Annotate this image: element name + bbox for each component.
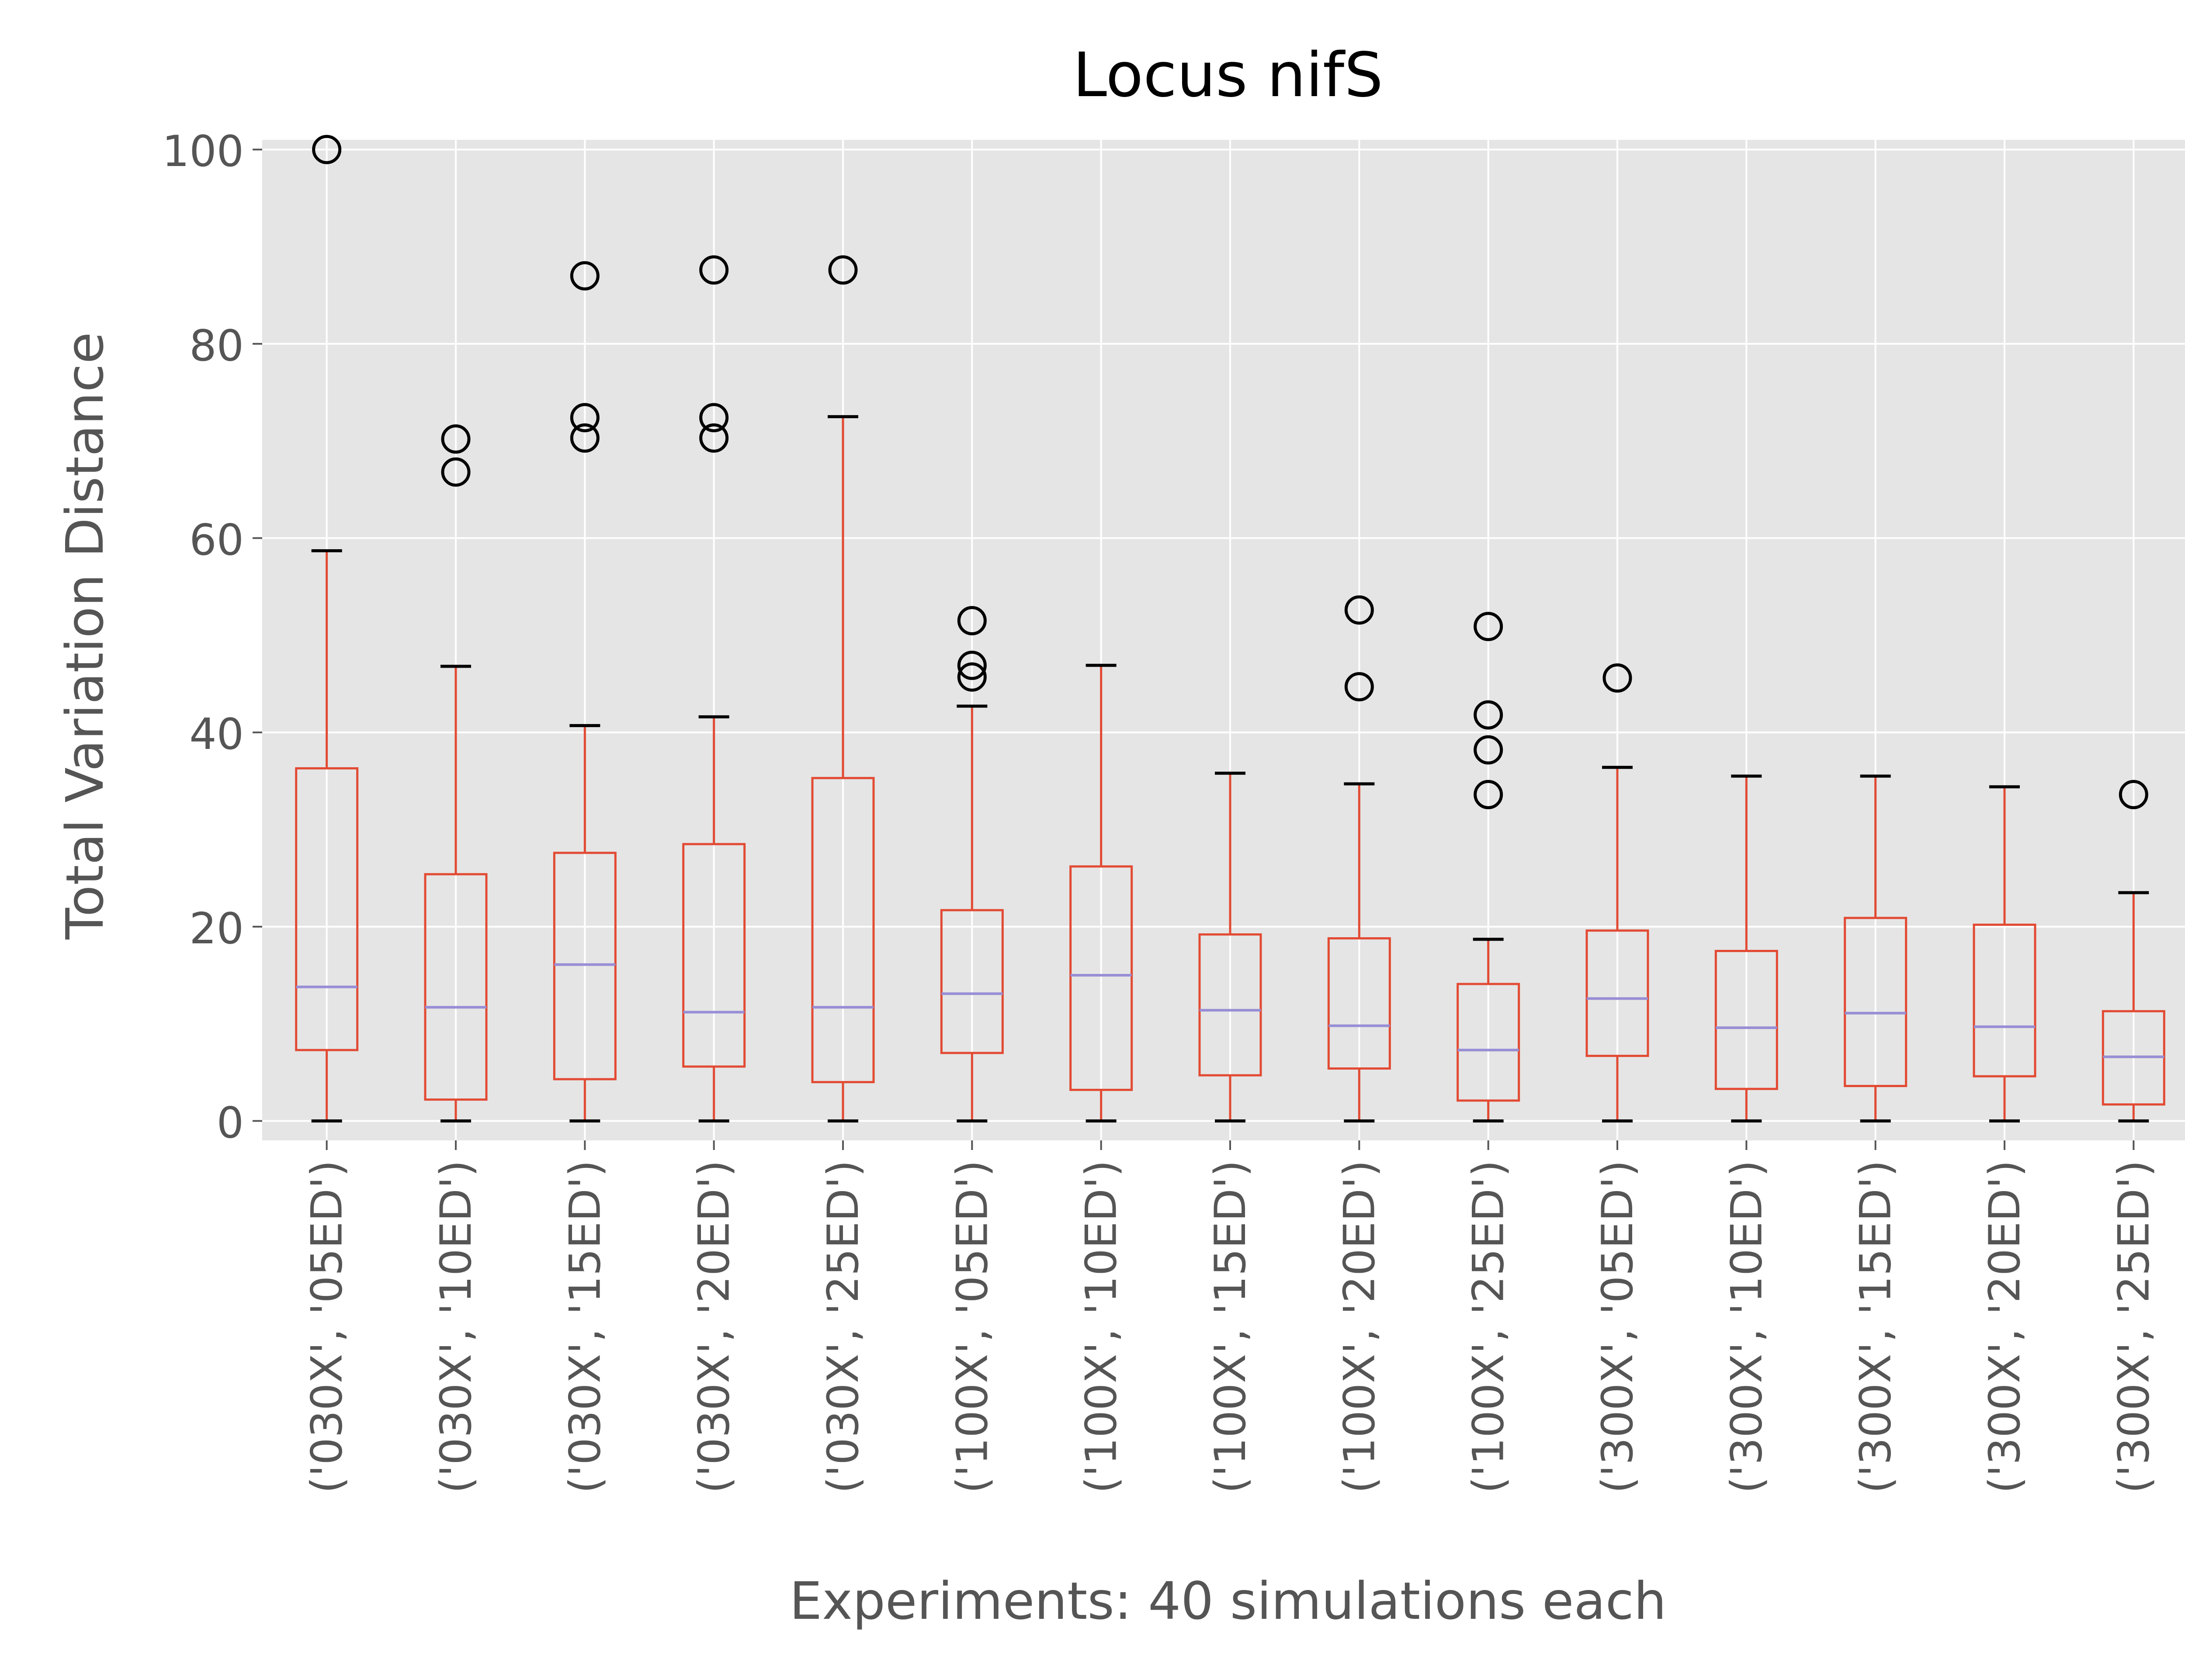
chart-title: Locus nifS bbox=[1073, 40, 1383, 111]
outlier-point bbox=[570, 403, 600, 433]
box-group bbox=[1069, 664, 1133, 1123]
plot-area bbox=[262, 140, 2185, 1140]
box-group bbox=[1327, 595, 1391, 1123]
y-tick-label: 100 bbox=[162, 127, 244, 177]
outlier-point bbox=[699, 403, 729, 433]
box-iqr bbox=[940, 909, 1004, 1054]
box-group bbox=[811, 255, 875, 1123]
y-axis-label: Total Variation Distance bbox=[55, 332, 115, 940]
box-iqr bbox=[553, 852, 617, 1081]
outlier-point bbox=[957, 606, 987, 636]
outlier-point bbox=[312, 135, 342, 164]
outlier-point bbox=[1344, 672, 1374, 702]
outlier-point bbox=[1474, 612, 1503, 641]
x-tick-label: ('100X', '10ED') bbox=[1077, 1160, 1127, 1493]
outlier-point bbox=[699, 255, 729, 285]
x-tick-label: ('030X', '15ED') bbox=[560, 1160, 610, 1493]
box-iqr bbox=[811, 777, 875, 1084]
x-tick-label: ('030X', '20ED') bbox=[690, 1160, 739, 1493]
box-iqr bbox=[1457, 983, 1520, 1102]
box-iqr bbox=[1973, 923, 2036, 1077]
outlier-point bbox=[441, 457, 471, 487]
box-iqr bbox=[1069, 865, 1133, 1091]
outlier-point bbox=[1474, 780, 1503, 810]
box-group bbox=[1844, 774, 1908, 1123]
x-tick-label: ('300X', '20ED') bbox=[1980, 1160, 2030, 1493]
box-group bbox=[1973, 785, 2036, 1123]
x-tick-label: ('030X', '10ED') bbox=[431, 1160, 481, 1493]
outlier-point bbox=[1474, 735, 1503, 765]
box-iqr bbox=[424, 873, 488, 1101]
box-group bbox=[1585, 663, 1649, 1123]
x-tick-label: ('100X', '15ED') bbox=[1206, 1160, 1256, 1493]
box-iqr bbox=[682, 843, 746, 1068]
outlier-point bbox=[1344, 595, 1374, 625]
outlier-point bbox=[1602, 663, 1632, 693]
x-tick-label: ('100X', '05ED') bbox=[947, 1160, 997, 1493]
x-tick-label: ('100X', '20ED') bbox=[1335, 1160, 1384, 1493]
x-tick-label: ('030X', '25ED') bbox=[819, 1160, 868, 1493]
y-tick-label: 40 bbox=[189, 710, 244, 759]
outlier-point bbox=[699, 423, 729, 453]
y-tick-label: 0 bbox=[217, 1098, 244, 1148]
outlier-point bbox=[570, 423, 600, 453]
outlier-point bbox=[1474, 700, 1503, 730]
box-group bbox=[295, 135, 359, 1123]
box-group bbox=[1457, 612, 1520, 1123]
outlier-point bbox=[2119, 780, 2148, 810]
y-tick-label: 60 bbox=[189, 516, 244, 565]
box-iqr bbox=[1844, 917, 1908, 1087]
box-iqr bbox=[1198, 933, 1262, 1077]
outlier-point bbox=[957, 662, 987, 692]
x-tick-label: ('300X', '05ED') bbox=[1593, 1160, 1643, 1493]
outlier-point bbox=[570, 261, 600, 291]
box-group bbox=[553, 261, 617, 1123]
outlier-point bbox=[957, 651, 987, 680]
box-group bbox=[940, 606, 1004, 1123]
x-tick-label: ('300X', '25ED') bbox=[2109, 1160, 2159, 1493]
box-iqr bbox=[1714, 949, 1778, 1090]
box-group bbox=[2102, 780, 2165, 1123]
box-group bbox=[682, 255, 746, 1123]
box-iqr bbox=[1585, 929, 1649, 1057]
x-tick-label: ('100X', '25ED') bbox=[1464, 1160, 1514, 1493]
x-tick-label: ('300X', '10ED') bbox=[1722, 1160, 1772, 1493]
box-iqr bbox=[1327, 937, 1391, 1070]
y-tick-label: 80 bbox=[189, 321, 244, 371]
y-tick-label: 20 bbox=[189, 904, 244, 954]
outlier-point bbox=[828, 255, 858, 285]
outlier-point bbox=[441, 424, 471, 454]
box-group bbox=[1198, 772, 1262, 1123]
x-tick-label: ('030X', '05ED') bbox=[302, 1160, 352, 1493]
x-axis-label: Experiments: 40 simulations each bbox=[790, 1571, 1667, 1631]
box-group bbox=[1714, 774, 1778, 1123]
box-group bbox=[424, 424, 488, 1123]
box-iqr bbox=[295, 767, 359, 1051]
x-tick-label: ('300X', '15ED') bbox=[1851, 1160, 1901, 1493]
